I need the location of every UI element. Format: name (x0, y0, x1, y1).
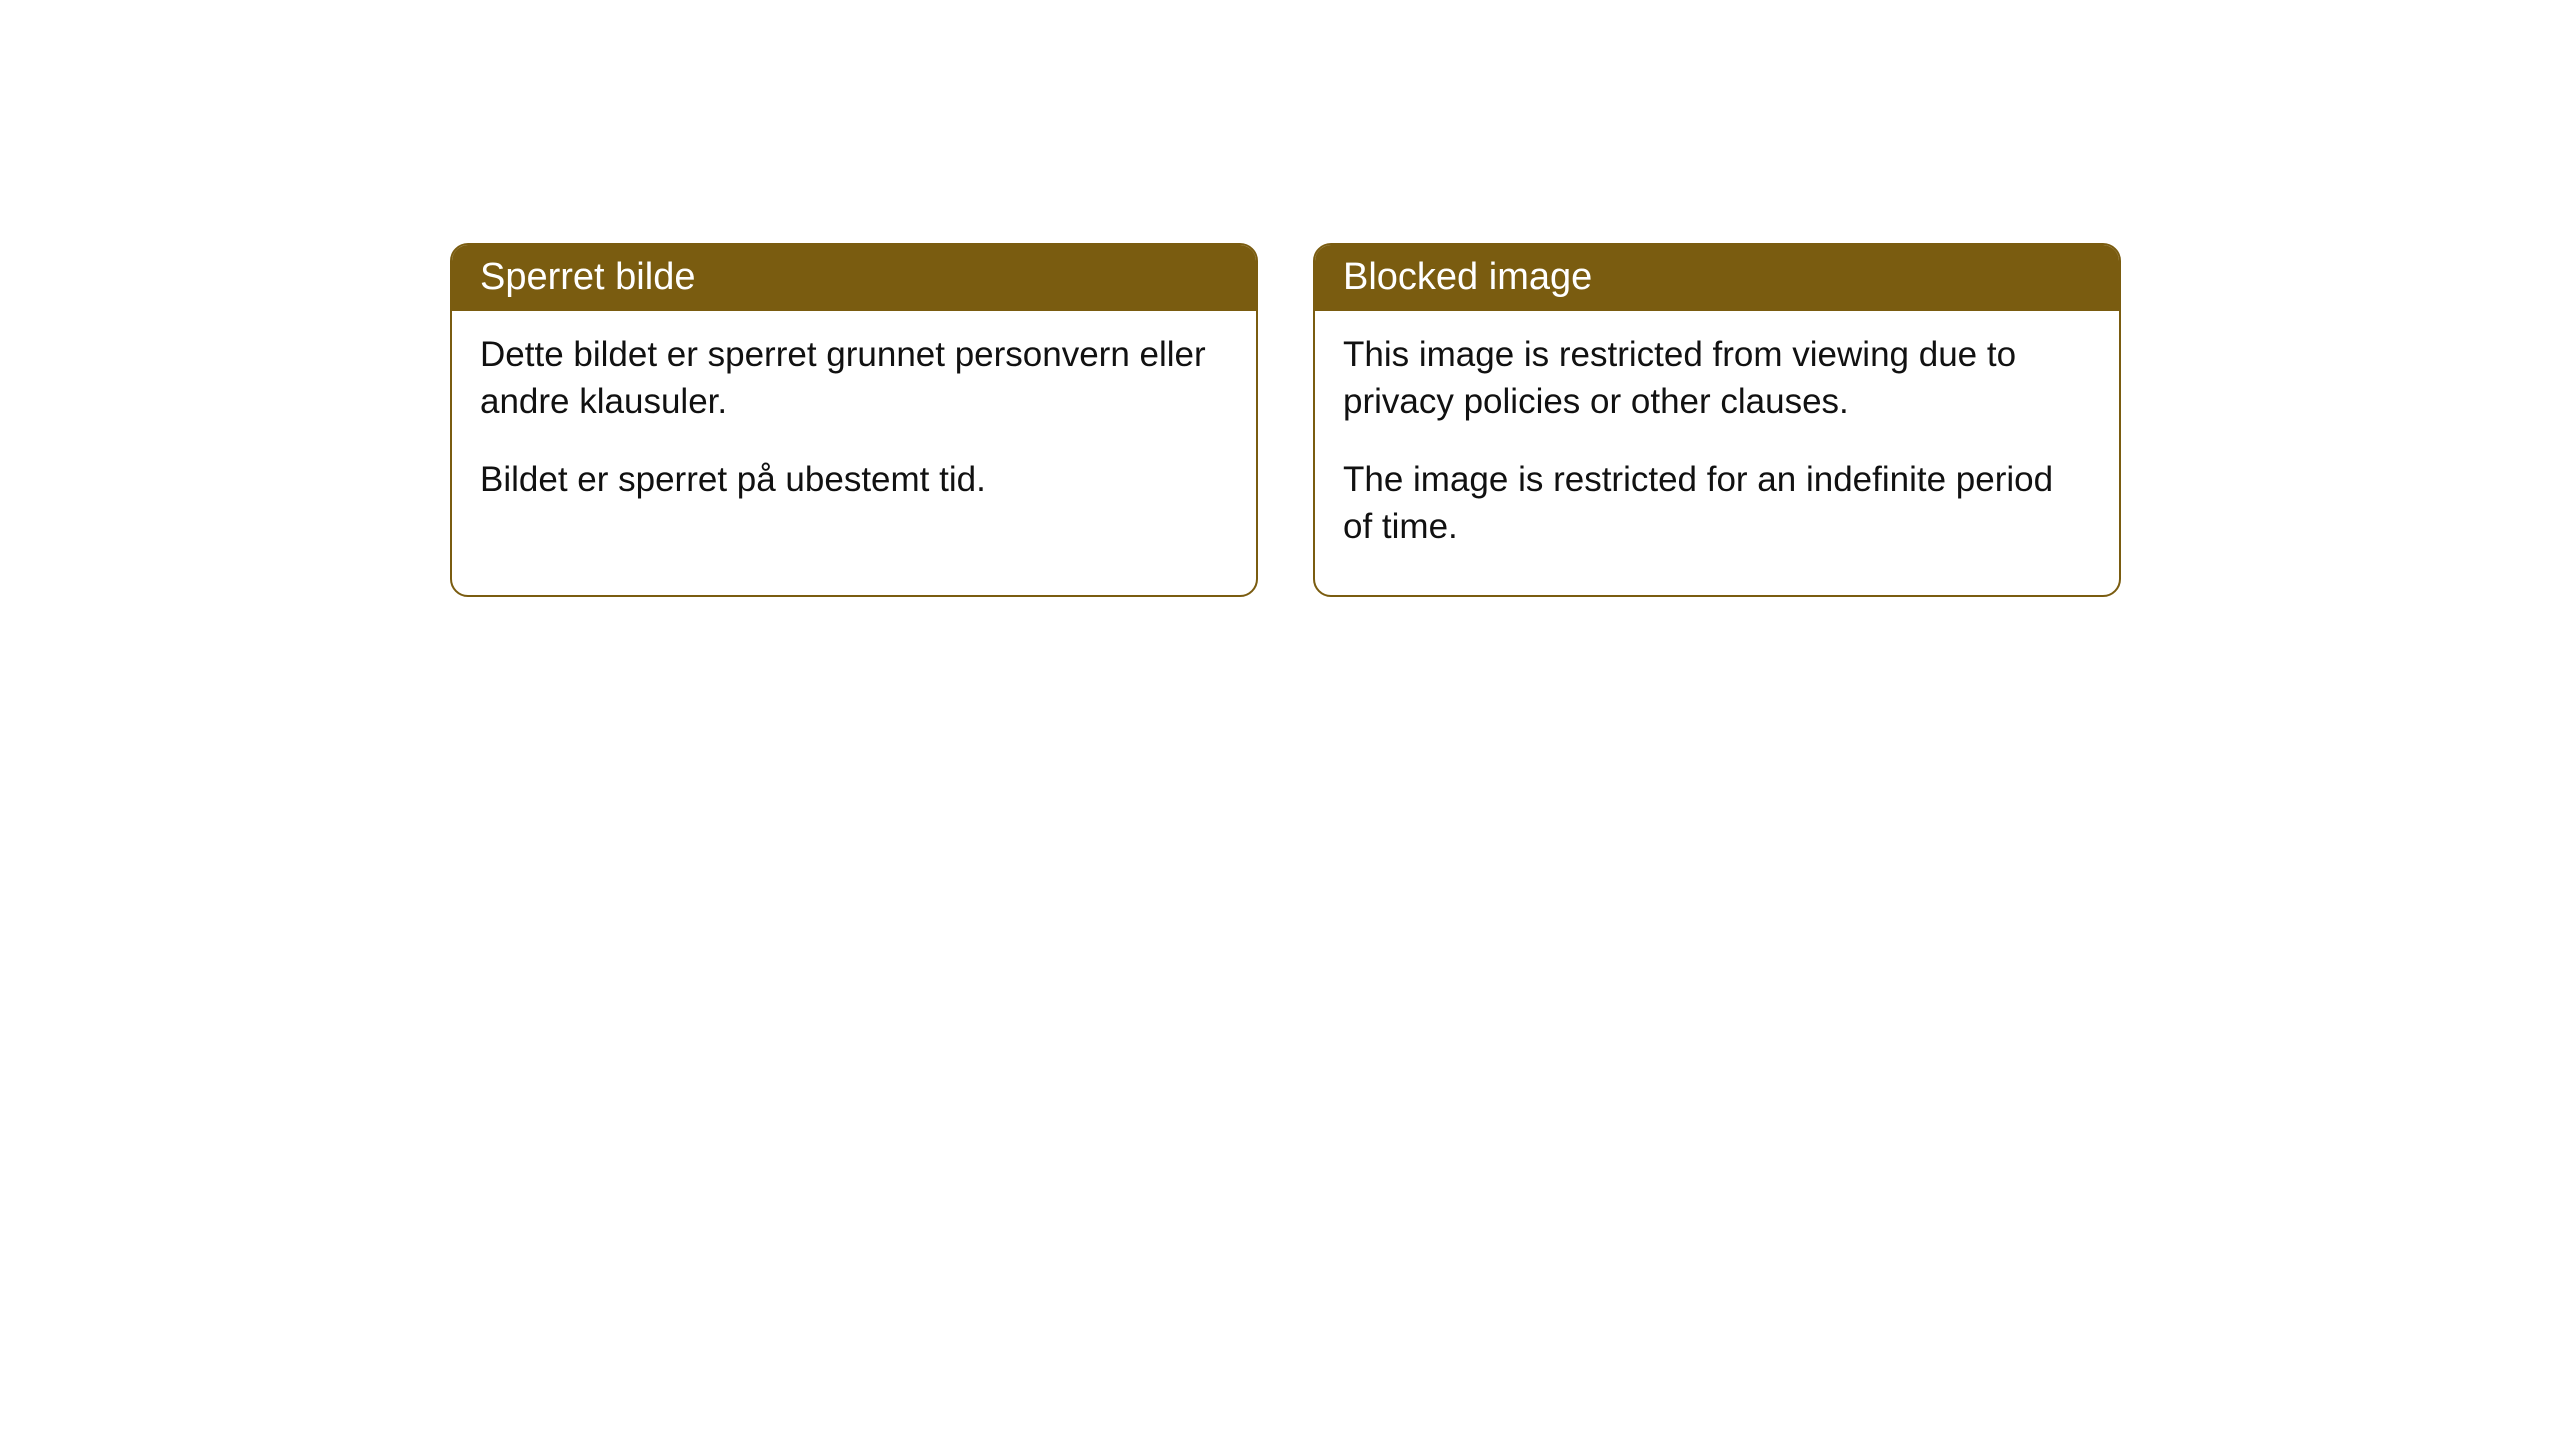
notices-container: Sperret bilde Dette bildet er sperret gr… (450, 243, 2121, 597)
notice-header: Sperret bilde (452, 245, 1256, 311)
notice-paragraph: This image is restricted from viewing du… (1343, 331, 2091, 426)
notice-header: Blocked image (1315, 245, 2119, 311)
notice-body: This image is restricted from viewing du… (1315, 311, 2119, 595)
notice-paragraph: The image is restricted for an indefinit… (1343, 456, 2091, 551)
notice-paragraph: Bildet er sperret på ubestemt tid. (480, 456, 1228, 503)
notice-card-norwegian: Sperret bilde Dette bildet er sperret gr… (450, 243, 1258, 597)
notice-card-english: Blocked image This image is restricted f… (1313, 243, 2121, 597)
notice-body: Dette bildet er sperret grunnet personve… (452, 311, 1256, 548)
notice-paragraph: Dette bildet er sperret grunnet personve… (480, 331, 1228, 426)
